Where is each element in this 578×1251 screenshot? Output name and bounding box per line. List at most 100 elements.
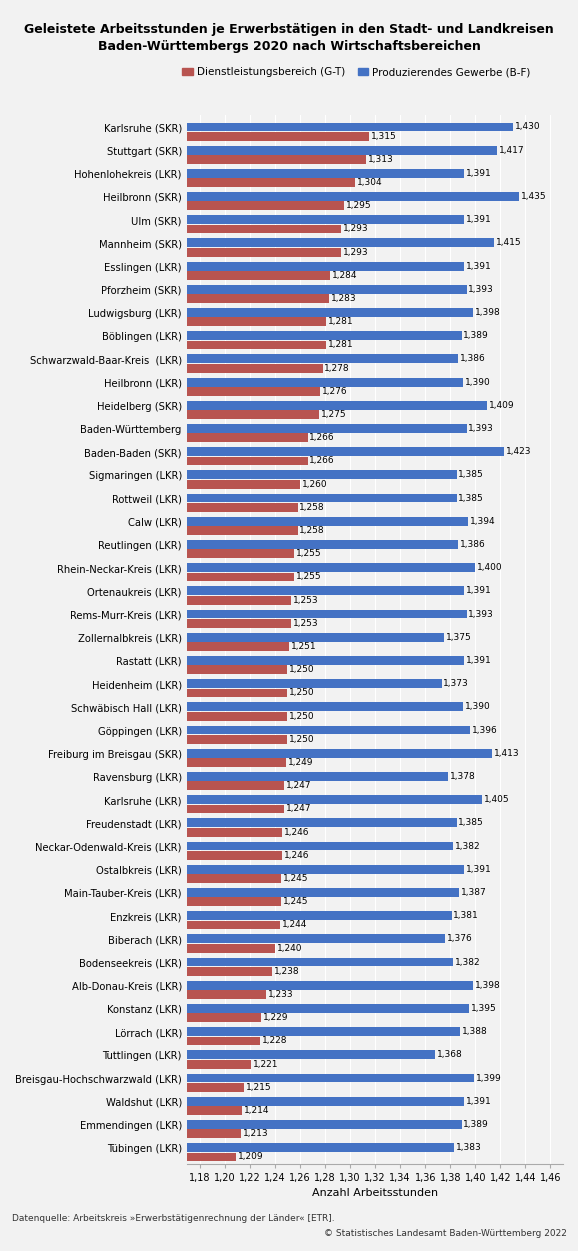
Text: 1,255: 1,255 [295,549,321,558]
Bar [0,155,366,164]
Bar [0,1152,236,1161]
Text: 1,382: 1,382 [455,957,480,967]
Text: 1,386: 1,386 [460,354,486,363]
Text: 1,385: 1,385 [458,494,484,503]
Bar [0,433,307,442]
Bar [0,261,464,270]
Bar [0,225,342,234]
Text: 1,260: 1,260 [302,479,328,489]
Text: Geleistete Arbeitsstunden je Erwerbstätigen in den Stadt- und Landkreisen
Baden-: Geleistete Arbeitsstunden je Erwerbstäti… [24,23,554,53]
Text: 1,390: 1,390 [465,702,491,712]
Bar [0,285,466,294]
Bar [0,911,451,919]
Bar [0,410,319,419]
Text: 1,233: 1,233 [268,990,294,1000]
Bar [0,527,298,535]
Bar [0,1130,241,1138]
Bar [0,318,327,327]
Bar [0,239,494,248]
Text: 1,250: 1,250 [290,734,315,744]
Bar [0,448,504,457]
Bar [0,480,300,489]
Bar [0,470,457,479]
Bar [0,772,448,781]
Text: Datenquelle: Arbeitskreis »Erwerbstätigenrechnung der Länder« [ETR].: Datenquelle: Arbeitskreis »Erwerbstätige… [12,1215,334,1223]
Bar [0,563,475,572]
Text: 1,413: 1,413 [494,749,519,758]
Text: 1,390: 1,390 [465,378,491,387]
Text: 1,246: 1,246 [284,851,310,859]
Text: 1,275: 1,275 [321,410,346,419]
Text: 1,398: 1,398 [475,308,501,317]
Legend: Dienstleistungsbereich (G-T), Produzierendes Gewerbe (B-F): Dienstleistungsbereich (G-T), Produziere… [178,63,535,81]
Bar [0,703,463,712]
Text: 1,391: 1,391 [466,1097,492,1106]
Text: 1,389: 1,389 [464,332,489,340]
Text: 1,398: 1,398 [475,981,501,990]
Text: 1,315: 1,315 [370,131,397,140]
Text: 1,221: 1,221 [253,1060,279,1068]
Text: 1,304: 1,304 [357,178,383,188]
Text: 1,386: 1,386 [460,540,486,549]
Bar [0,587,464,595]
Text: 1,399: 1,399 [476,1073,502,1082]
Bar [0,782,284,791]
Text: 1,245: 1,245 [283,897,309,906]
Bar [0,123,513,131]
Text: 1,391: 1,391 [466,587,492,595]
Bar [0,734,287,744]
Text: 1,281: 1,281 [328,318,354,327]
Text: 1,381: 1,381 [453,911,479,921]
Text: 1,391: 1,391 [466,215,492,224]
Text: 1,435: 1,435 [521,191,547,201]
Text: 1,430: 1,430 [515,123,540,131]
Text: 1,266: 1,266 [309,457,335,465]
Text: 1,383: 1,383 [456,1143,481,1152]
Bar [0,387,320,395]
Text: 1,250: 1,250 [290,712,315,721]
Text: 1,281: 1,281 [328,340,354,349]
Bar [0,294,329,303]
Text: 1,393: 1,393 [468,609,494,618]
Text: 1,382: 1,382 [455,842,480,851]
X-axis label: Anzahl Arbeitsstunden: Anzahl Arbeitsstunden [312,1188,438,1198]
Text: 1,250: 1,250 [290,666,315,674]
Text: 1,295: 1,295 [346,201,371,210]
Bar [0,619,291,628]
Bar [0,666,287,674]
Bar [0,981,473,990]
Bar [0,749,492,758]
Text: © Statistisches Landesamt Baden-Württemberg 2022: © Statistisches Landesamt Baden-Württemb… [324,1230,566,1238]
Text: 1,228: 1,228 [262,1036,287,1046]
Bar [0,1005,469,1013]
Bar [0,424,466,433]
Text: 1,375: 1,375 [446,633,472,642]
Text: 1,293: 1,293 [343,248,369,256]
Bar [0,503,298,512]
Text: 1,373: 1,373 [443,679,469,688]
Text: 1,240: 1,240 [277,943,302,953]
Bar [0,842,453,851]
Bar [0,804,284,813]
Text: 1,258: 1,258 [299,503,325,512]
Text: 1,393: 1,393 [468,285,494,294]
Text: 1,368: 1,368 [437,1051,463,1060]
Bar [0,726,470,734]
Text: 1,250: 1,250 [290,688,315,698]
Text: 1,313: 1,313 [368,155,394,164]
Text: 1,415: 1,415 [496,239,521,248]
Text: 1,391: 1,391 [466,656,492,666]
Bar [0,1037,260,1046]
Text: 1,423: 1,423 [506,447,532,457]
Text: 1,388: 1,388 [462,1027,488,1036]
Bar [0,248,342,256]
Bar [0,758,286,767]
Text: 1,283: 1,283 [331,294,356,303]
Text: 1,278: 1,278 [324,364,350,373]
Bar [0,364,323,373]
Bar [0,851,283,859]
Text: 1,246: 1,246 [284,828,310,837]
Bar [0,921,280,929]
Text: 1,376: 1,376 [447,934,473,943]
Bar [0,1060,251,1068]
